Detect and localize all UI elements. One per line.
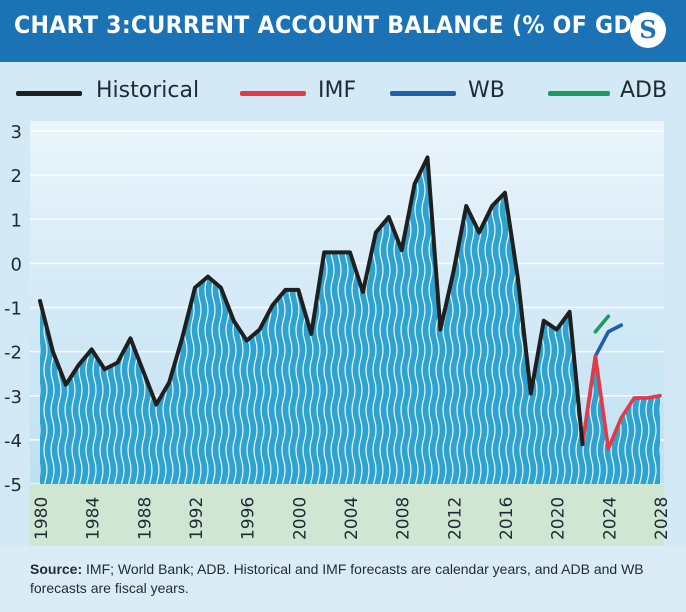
- y-tick-label: -1: [4, 299, 22, 320]
- y-tick-label: -3: [4, 387, 22, 408]
- legend-swatch-adb: [548, 91, 610, 96]
- y-tick-label: -2: [4, 343, 22, 364]
- source-text: IMF; World Bank; ADB. Historical and IMF…: [30, 561, 644, 596]
- series-line-imf: [580, 354, 662, 451]
- legend-swatch-historical: [16, 91, 82, 96]
- y-tick-label: -4: [4, 431, 22, 452]
- x-tick-label: 1988: [135, 497, 155, 540]
- legend-label-imf: IMF: [318, 78, 357, 103]
- x-tick-label: 2020: [549, 497, 569, 540]
- y-tick-label: 2: [11, 166, 22, 187]
- series-line-adb: [593, 314, 611, 334]
- x-tick-label: 2000: [290, 497, 310, 540]
- legend-label-adb: ADB: [620, 78, 668, 103]
- x-tick-label: 1984: [84, 497, 104, 540]
- legend-swatch-wb: [390, 91, 456, 96]
- x-tick-label: 2004: [342, 497, 362, 540]
- publisher-logo-icon: S: [630, 12, 666, 48]
- x-tick-label: 2028: [652, 497, 672, 540]
- x-tick-label: 2024: [600, 497, 620, 540]
- y-tick-label: 0: [11, 254, 22, 275]
- series-line-historical: [38, 155, 585, 447]
- y-tick-label: 3: [11, 122, 22, 143]
- legend-label-historical: Historical: [96, 78, 200, 103]
- source-footer: Source: IMF; World Bank; ADB. Historical…: [0, 546, 686, 612]
- logo-letter: S: [639, 15, 657, 44]
- x-tick-label: 1992: [187, 497, 207, 540]
- x-tick-label: 2008: [394, 497, 414, 540]
- x-axis-band: [30, 484, 664, 546]
- x-tick-label: 2012: [445, 497, 465, 540]
- y-tick-label: 1: [11, 210, 22, 231]
- chart-title: CHART 3:CURRENT ACCOUNT BALANCE (% OF GD…: [14, 11, 659, 39]
- x-tick-label: 2016: [497, 497, 517, 540]
- legend: Historical IMF WB ADB: [0, 70, 686, 114]
- y-tick-label: -5: [4, 475, 22, 496]
- legend-label-wb: WB: [468, 78, 505, 103]
- x-tick-label: 1980: [32, 497, 52, 540]
- x-tick-label: 1996: [239, 497, 259, 540]
- legend-swatch-imf: [240, 91, 306, 96]
- source-label: Source:: [30, 561, 83, 577]
- title-bar: CHART 3:CURRENT ACCOUNT BALANCE (% OF GD…: [0, 0, 686, 62]
- source-note: Source: IMF; World Bank; ADB. Historical…: [30, 560, 670, 598]
- historical-area-fill: [40, 157, 583, 484]
